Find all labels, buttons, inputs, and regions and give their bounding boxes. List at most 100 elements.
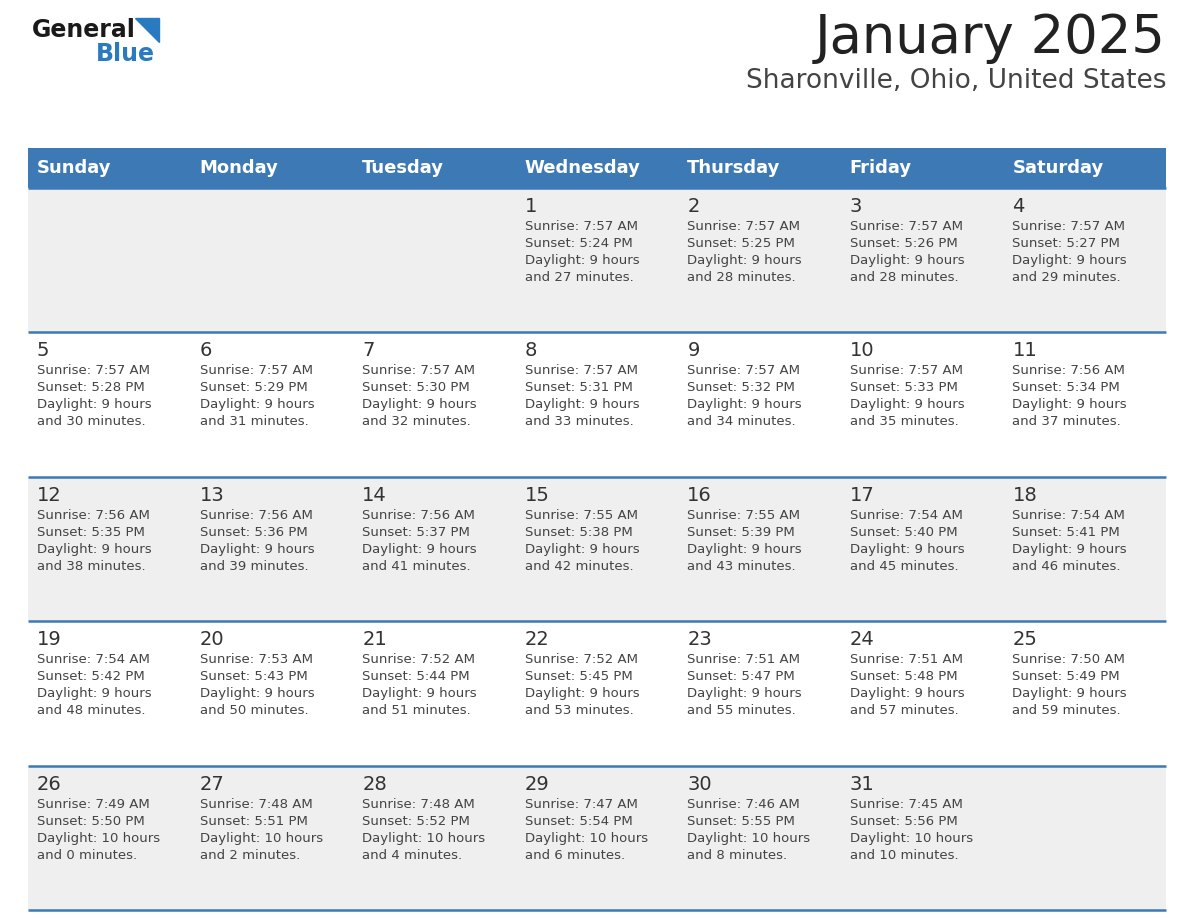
Text: 31: 31	[849, 775, 874, 793]
Text: Daylight: 10 hours: Daylight: 10 hours	[849, 832, 973, 845]
Bar	[29, 148, 190, 188]
Text: and 31 minutes.: and 31 minutes.	[200, 416, 309, 429]
Text: Sunrise: 7:49 AM: Sunrise: 7:49 AM	[37, 798, 150, 811]
Text: 9: 9	[688, 341, 700, 361]
Text: and 6 minutes.: and 6 minutes.	[525, 848, 625, 862]
Text: Monday: Monday	[200, 159, 278, 177]
Text: 15: 15	[525, 486, 550, 505]
Text: and 42 minutes.: and 42 minutes.	[525, 560, 633, 573]
Text: 23: 23	[688, 630, 712, 649]
Text: Wednesday: Wednesday	[525, 159, 640, 177]
Text: and 45 minutes.: and 45 minutes.	[849, 560, 959, 573]
Text: Daylight: 9 hours: Daylight: 9 hours	[37, 688, 152, 700]
Text: Sunrise: 7:55 AM: Sunrise: 7:55 AM	[688, 509, 801, 521]
Text: Sunrise: 7:57 AM: Sunrise: 7:57 AM	[525, 220, 638, 233]
Text: 8: 8	[525, 341, 537, 361]
Bar	[353, 148, 516, 188]
Text: Sunset: 5:36 PM: Sunset: 5:36 PM	[200, 526, 308, 539]
Bar	[678, 148, 841, 188]
Text: General: General	[32, 18, 135, 42]
Text: 2: 2	[688, 197, 700, 216]
Text: Sunset: 5:41 PM: Sunset: 5:41 PM	[1012, 526, 1120, 539]
Text: Sunrise: 7:48 AM: Sunrise: 7:48 AM	[362, 798, 475, 811]
Text: 14: 14	[362, 486, 387, 505]
Text: and 4 minutes.: and 4 minutes.	[362, 848, 462, 862]
Text: Sunset: 5:30 PM: Sunset: 5:30 PM	[362, 381, 470, 395]
Text: Sunrise: 7:57 AM: Sunrise: 7:57 AM	[688, 364, 801, 377]
Text: Sunrise: 7:57 AM: Sunrise: 7:57 AM	[688, 220, 801, 233]
Text: Sunrise: 7:50 AM: Sunrise: 7:50 AM	[1012, 654, 1125, 666]
Text: Daylight: 9 hours: Daylight: 9 hours	[849, 688, 965, 700]
Bar	[29, 621, 1165, 766]
Text: and 29 minutes.: and 29 minutes.	[1012, 271, 1121, 284]
Text: Sunset: 5:29 PM: Sunset: 5:29 PM	[200, 381, 308, 395]
Text: Sunset: 5:43 PM: Sunset: 5:43 PM	[200, 670, 308, 683]
Text: Sunrise: 7:54 AM: Sunrise: 7:54 AM	[1012, 509, 1125, 521]
Text: 25: 25	[1012, 630, 1037, 649]
Text: Daylight: 9 hours: Daylight: 9 hours	[849, 543, 965, 555]
Text: Sunrise: 7:52 AM: Sunrise: 7:52 AM	[362, 654, 475, 666]
Bar	[29, 476, 1165, 621]
Text: Sunrise: 7:57 AM: Sunrise: 7:57 AM	[200, 364, 312, 377]
Text: and 33 minutes.: and 33 minutes.	[525, 416, 633, 429]
Text: 3: 3	[849, 197, 862, 216]
Text: 4: 4	[1012, 197, 1025, 216]
Text: Daylight: 9 hours: Daylight: 9 hours	[688, 688, 802, 700]
Text: and 50 minutes.: and 50 minutes.	[200, 704, 308, 717]
Text: Sunset: 5:48 PM: Sunset: 5:48 PM	[849, 670, 958, 683]
Text: Daylight: 10 hours: Daylight: 10 hours	[362, 832, 485, 845]
Text: 11: 11	[1012, 341, 1037, 361]
Text: Sunrise: 7:48 AM: Sunrise: 7:48 AM	[200, 798, 312, 811]
Text: Daylight: 9 hours: Daylight: 9 hours	[688, 543, 802, 555]
Text: Sunrise: 7:57 AM: Sunrise: 7:57 AM	[525, 364, 638, 377]
Text: Sunrise: 7:53 AM: Sunrise: 7:53 AM	[200, 654, 312, 666]
Text: Sunrise: 7:51 AM: Sunrise: 7:51 AM	[849, 654, 962, 666]
Text: Sunrise: 7:56 AM: Sunrise: 7:56 AM	[362, 509, 475, 521]
Text: Sunrise: 7:46 AM: Sunrise: 7:46 AM	[688, 798, 800, 811]
Text: Daylight: 9 hours: Daylight: 9 hours	[1012, 254, 1127, 267]
Text: Daylight: 9 hours: Daylight: 9 hours	[200, 398, 314, 411]
Text: Sunday: Sunday	[37, 159, 112, 177]
Text: and 46 minutes.: and 46 minutes.	[1012, 560, 1121, 573]
Text: Saturday: Saturday	[1012, 159, 1104, 177]
Bar	[29, 332, 1165, 476]
Text: Daylight: 9 hours: Daylight: 9 hours	[849, 254, 965, 267]
Text: Blue: Blue	[96, 42, 154, 66]
Text: Sunrise: 7:47 AM: Sunrise: 7:47 AM	[525, 798, 638, 811]
Text: Sunrise: 7:45 AM: Sunrise: 7:45 AM	[849, 798, 962, 811]
Text: Sunset: 5:25 PM: Sunset: 5:25 PM	[688, 237, 795, 250]
Text: Sunrise: 7:56 AM: Sunrise: 7:56 AM	[1012, 364, 1125, 377]
Text: Thursday: Thursday	[688, 159, 781, 177]
Text: Sunrise: 7:52 AM: Sunrise: 7:52 AM	[525, 654, 638, 666]
Bar	[516, 148, 678, 188]
Text: January 2025: January 2025	[815, 12, 1165, 64]
Text: Daylight: 10 hours: Daylight: 10 hours	[525, 832, 647, 845]
Text: and 39 minutes.: and 39 minutes.	[200, 560, 308, 573]
Text: Sunset: 5:40 PM: Sunset: 5:40 PM	[849, 526, 958, 539]
Text: Daylight: 9 hours: Daylight: 9 hours	[200, 688, 314, 700]
Text: Friday: Friday	[849, 159, 912, 177]
Text: Sunset: 5:49 PM: Sunset: 5:49 PM	[1012, 670, 1120, 683]
Bar	[1004, 148, 1165, 188]
Text: and 0 minutes.: and 0 minutes.	[37, 848, 137, 862]
Text: Sunset: 5:56 PM: Sunset: 5:56 PM	[849, 814, 958, 828]
Text: Sunrise: 7:51 AM: Sunrise: 7:51 AM	[688, 654, 801, 666]
Text: Sunset: 5:35 PM: Sunset: 5:35 PM	[37, 526, 145, 539]
Text: and 43 minutes.: and 43 minutes.	[688, 560, 796, 573]
Text: Daylight: 10 hours: Daylight: 10 hours	[37, 832, 160, 845]
Text: Daylight: 9 hours: Daylight: 9 hours	[688, 254, 802, 267]
Text: 19: 19	[37, 630, 62, 649]
Text: and 2 minutes.: and 2 minutes.	[200, 848, 299, 862]
Text: 13: 13	[200, 486, 225, 505]
Text: Daylight: 9 hours: Daylight: 9 hours	[849, 398, 965, 411]
Text: 20: 20	[200, 630, 225, 649]
Text: and 38 minutes.: and 38 minutes.	[37, 560, 146, 573]
Text: and 57 minutes.: and 57 minutes.	[849, 704, 959, 717]
Text: Sunset: 5:28 PM: Sunset: 5:28 PM	[37, 381, 145, 395]
Text: Sunset: 5:39 PM: Sunset: 5:39 PM	[688, 526, 795, 539]
Text: Daylight: 10 hours: Daylight: 10 hours	[200, 832, 323, 845]
Text: Daylight: 9 hours: Daylight: 9 hours	[1012, 543, 1127, 555]
Text: Sunrise: 7:55 AM: Sunrise: 7:55 AM	[525, 509, 638, 521]
Text: Daylight: 9 hours: Daylight: 9 hours	[362, 398, 476, 411]
Text: Sunset: 5:51 PM: Sunset: 5:51 PM	[200, 814, 308, 828]
